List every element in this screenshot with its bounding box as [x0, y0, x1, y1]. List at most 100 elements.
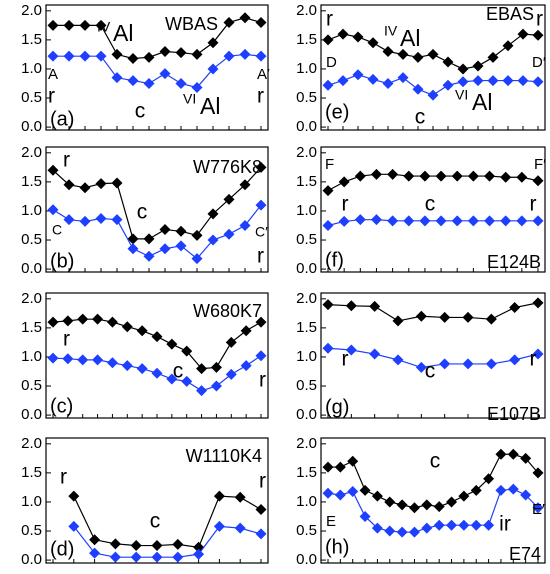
marker [517, 28, 529, 40]
annotation: IV [97, 19, 111, 35]
marker [369, 348, 381, 360]
plot-frame [320, 4, 546, 131]
marker [322, 342, 334, 354]
marker [532, 297, 544, 309]
marker [470, 519, 482, 531]
marker [130, 540, 142, 552]
annotation: WBAS [165, 14, 218, 34]
marker [47, 164, 59, 176]
marker [495, 448, 507, 460]
marker [240, 325, 252, 337]
y-tick-label: 1.5 [21, 464, 42, 481]
y-tick-label: 0.5 [296, 89, 317, 106]
marker [159, 243, 171, 255]
marker [462, 358, 474, 370]
marker [457, 63, 469, 75]
marker [439, 358, 451, 370]
marker [382, 46, 394, 58]
marker [196, 363, 208, 375]
marker [483, 519, 495, 531]
y-tick-label: 2.0 [21, 435, 42, 452]
marker [532, 502, 544, 514]
marker [255, 161, 267, 173]
marker [467, 170, 479, 182]
y-tick-label: 0.5 [21, 522, 42, 539]
y-tick-label: 1.0 [21, 202, 42, 219]
marker [143, 51, 155, 63]
marker [435, 215, 447, 227]
y-tick-label: 2.0 [296, 2, 317, 19]
marker [89, 534, 101, 546]
marker [507, 483, 519, 495]
marker [359, 510, 371, 522]
plot-frame [45, 146, 269, 273]
marker [509, 302, 521, 314]
annotation: C′ [255, 224, 268, 240]
annotation: r [342, 348, 349, 371]
marker [255, 350, 267, 362]
marker [47, 50, 59, 62]
annotation: r [257, 85, 264, 108]
marker [92, 313, 104, 325]
marker [322, 185, 334, 197]
marker [532, 467, 544, 479]
annotation: (e) [325, 101, 349, 123]
marker [485, 358, 497, 370]
marker [47, 316, 59, 328]
marker [223, 228, 235, 240]
marker [387, 215, 399, 227]
marker [520, 489, 532, 501]
annotation: EBAS [486, 4, 534, 24]
marker [255, 199, 267, 211]
marker [520, 452, 532, 464]
marker [347, 485, 359, 497]
annotation: r [48, 85, 55, 108]
marker [334, 489, 346, 501]
annotation: C [52, 222, 62, 238]
marker [415, 310, 427, 322]
annotation: (d) [50, 538, 74, 560]
marker [322, 219, 334, 231]
marker [485, 313, 497, 325]
marker [322, 461, 334, 473]
marker [382, 77, 394, 89]
marker [79, 215, 91, 227]
marker [487, 51, 499, 63]
marker [397, 72, 409, 84]
marker [121, 360, 133, 372]
marker [95, 19, 107, 31]
marker [240, 360, 252, 372]
marker [239, 219, 251, 231]
marker [68, 490, 80, 502]
marker [111, 177, 123, 189]
marker [62, 315, 74, 327]
y-tick-label: 0.0 [21, 118, 42, 135]
annotation: r [60, 466, 67, 489]
marker [111, 214, 123, 226]
annotation: r [257, 245, 264, 268]
marker [207, 208, 219, 220]
marker [159, 224, 171, 236]
marker [502, 75, 514, 87]
marker [369, 300, 381, 312]
y-tick-label: 0.0 [296, 551, 317, 568]
marker [338, 176, 350, 188]
marker [419, 170, 431, 182]
annotation: r [342, 193, 349, 216]
annotation: E107B [487, 404, 541, 424]
marker [68, 520, 80, 532]
marker [106, 316, 118, 328]
marker [345, 344, 357, 356]
marker [421, 499, 433, 511]
marker [89, 547, 101, 559]
plot-frame [320, 292, 546, 419]
marker [495, 484, 507, 496]
annotation: (b) [50, 250, 74, 272]
y-tick-label: 1.0 [296, 60, 317, 77]
plot-frame [320, 437, 546, 564]
y-tick-label: 0.5 [296, 377, 317, 394]
marker [532, 215, 544, 227]
marker [354, 214, 366, 226]
marker [396, 499, 408, 511]
annotation: c [430, 450, 441, 473]
